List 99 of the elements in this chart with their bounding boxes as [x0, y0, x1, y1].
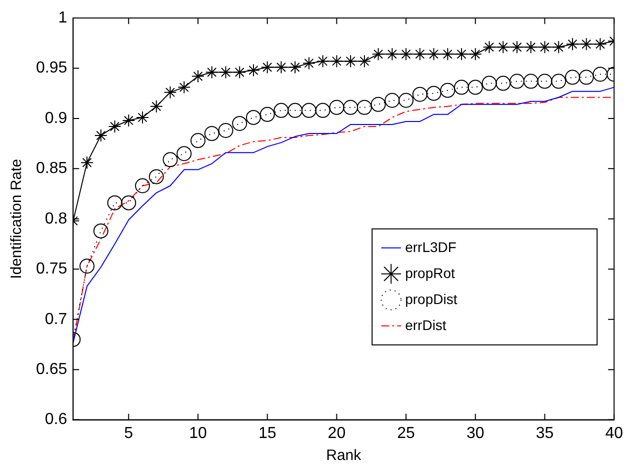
point — [344, 54, 358, 68]
point — [454, 80, 470, 95]
y-tick-label: 0.85 — [36, 160, 68, 178]
point — [204, 126, 220, 142]
point — [107, 195, 122, 210]
point — [94, 129, 108, 142]
point — [468, 48, 482, 61]
point — [578, 70, 594, 85]
point — [496, 40, 510, 54]
point — [93, 223, 108, 238]
x-tick-label: 15 — [258, 424, 276, 442]
legend-label: errL3DF — [405, 238, 456, 255]
point — [233, 66, 246, 79]
y-tick-label: 0.9 — [44, 110, 68, 127]
x-tick-label: 30 — [466, 424, 484, 442]
point — [398, 92, 414, 108]
point — [551, 74, 566, 89]
point — [358, 54, 371, 68]
legend-label: errDist — [405, 316, 446, 333]
point — [190, 133, 206, 148]
legend-label: propRot — [405, 264, 456, 281]
point — [274, 60, 288, 74]
point — [413, 48, 426, 61]
point — [523, 74, 538, 89]
point — [148, 169, 164, 184]
point — [384, 92, 400, 108]
point — [316, 54, 330, 68]
point — [552, 40, 566, 54]
point — [136, 110, 149, 124]
x-tick-label: 5 — [124, 424, 134, 442]
x-tick-label: 20 — [328, 424, 346, 442]
point — [440, 82, 456, 98]
point — [566, 38, 579, 51]
y-tick-label: 0.6 — [44, 411, 68, 428]
point — [370, 96, 386, 112]
point — [122, 114, 136, 127]
point — [205, 66, 218, 79]
point — [288, 60, 302, 74]
point — [191, 70, 204, 83]
point — [218, 123, 234, 138]
y-tick-label: 1 — [58, 9, 68, 26]
point — [482, 76, 497, 91]
point — [178, 80, 191, 94]
point — [594, 38, 607, 51]
x-tick-label: 40 — [605, 424, 624, 442]
point — [412, 86, 428, 102]
y-tick-label: 0.65 — [36, 360, 68, 378]
point — [524, 40, 538, 54]
point — [496, 76, 511, 91]
point — [288, 102, 303, 118]
point — [260, 106, 275, 122]
point — [510, 74, 525, 89]
x-tick-label: 35 — [536, 424, 554, 442]
legend-label: propDist — [405, 290, 458, 307]
point — [441, 48, 454, 61]
point — [176, 146, 192, 162]
point — [329, 100, 344, 115]
point — [356, 100, 372, 115]
x-axis-title: Rank — [326, 447, 362, 464]
point — [330, 54, 344, 68]
x-tick-label: 10 — [189, 424, 207, 442]
point — [427, 48, 440, 61]
point — [400, 48, 413, 61]
point — [302, 56, 316, 70]
point — [274, 102, 289, 118]
point — [510, 40, 524, 54]
y-tick-label: 0.7 — [44, 310, 68, 328]
point — [134, 178, 150, 194]
point — [162, 152, 178, 168]
point — [386, 48, 399, 61]
point — [150, 100, 163, 113]
point — [232, 116, 248, 131]
point — [482, 40, 496, 54]
point — [537, 74, 552, 89]
point — [260, 60, 274, 74]
point — [564, 70, 580, 85]
point — [219, 66, 232, 79]
y-tick-label: 0.75 — [36, 260, 68, 278]
point — [108, 120, 122, 133]
point — [121, 195, 136, 210]
point — [246, 110, 261, 125]
point — [372, 48, 385, 61]
point — [246, 64, 260, 77]
y-axis-title: Identification Rate — [8, 158, 26, 279]
point — [315, 102, 330, 118]
point — [164, 86, 177, 99]
y-tick-label: 0.95 — [36, 60, 68, 77]
point — [80, 156, 94, 170]
x-tick-label: 25 — [397, 424, 416, 442]
point — [426, 86, 442, 101]
point — [580, 38, 593, 51]
point — [80, 258, 95, 274]
point — [301, 102, 316, 118]
y-tick-label: 0.8 — [44, 210, 68, 228]
point — [343, 100, 358, 115]
point — [538, 40, 552, 54]
point — [468, 80, 483, 95]
point — [455, 48, 468, 61]
point — [592, 66, 608, 82]
